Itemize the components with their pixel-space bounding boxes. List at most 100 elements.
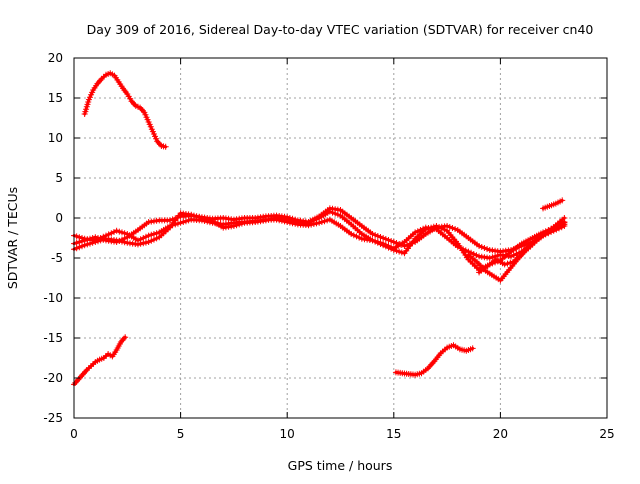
series-arc-low-left xyxy=(71,334,129,388)
data-point xyxy=(118,238,125,245)
data-point xyxy=(94,238,101,245)
data-point xyxy=(326,208,333,215)
x-tick-label: 5 xyxy=(177,427,185,441)
series-band-3 xyxy=(71,208,568,273)
data-point xyxy=(201,215,208,222)
data-point xyxy=(318,219,325,225)
data-point xyxy=(166,217,173,224)
data-point xyxy=(334,211,341,218)
data-point xyxy=(484,246,491,252)
data-point xyxy=(118,229,125,236)
data-point xyxy=(73,233,80,240)
data-point xyxy=(116,238,123,244)
data-point xyxy=(238,220,245,227)
data-point xyxy=(121,230,128,237)
data-point xyxy=(414,228,421,235)
data-point xyxy=(233,222,240,229)
data-point xyxy=(313,216,320,223)
data-point xyxy=(153,235,160,242)
data-point xyxy=(353,233,360,240)
data-point xyxy=(140,235,147,241)
data-point xyxy=(478,244,485,250)
series-arc-high xyxy=(81,70,169,150)
data-point xyxy=(289,217,296,224)
data-point xyxy=(377,234,384,240)
data-point xyxy=(268,216,275,223)
data-point xyxy=(174,220,181,227)
data-point xyxy=(422,226,429,233)
data-point xyxy=(84,241,91,248)
x-tick-label: 20 xyxy=(493,427,508,441)
data-point xyxy=(97,237,104,244)
data-point xyxy=(513,251,520,257)
data-point xyxy=(89,239,96,246)
x-axis-title: GPS time / hours xyxy=(288,458,393,473)
data-point xyxy=(286,217,293,224)
data-point xyxy=(310,217,317,224)
data-point xyxy=(270,215,277,222)
data-point xyxy=(76,234,83,241)
y-tick-label: -25 xyxy=(43,411,63,425)
data-point xyxy=(398,249,405,256)
data-point xyxy=(372,232,379,238)
data-point xyxy=(561,219,568,226)
series-band-5 xyxy=(465,219,568,284)
series-band-1 xyxy=(71,205,568,255)
data-point xyxy=(148,231,155,238)
data-point xyxy=(385,244,392,251)
data-point xyxy=(486,255,493,261)
data-point xyxy=(198,215,205,221)
data-point xyxy=(204,216,211,223)
data-point xyxy=(73,239,80,246)
data-point xyxy=(382,236,389,242)
x-tick-label: 25 xyxy=(599,427,614,441)
tick-layer xyxy=(73,57,608,419)
data-point xyxy=(145,239,152,245)
data-point xyxy=(230,223,237,229)
data-point xyxy=(473,252,480,259)
data-point xyxy=(122,334,129,341)
data-point xyxy=(182,218,189,225)
data-point xyxy=(369,231,376,237)
series-layer xyxy=(71,70,568,388)
data-point xyxy=(305,219,312,226)
data-point xyxy=(559,197,566,204)
data-point xyxy=(265,216,272,223)
x-tick-label: 10 xyxy=(280,427,295,441)
y-tick-label: -5 xyxy=(51,251,63,265)
data-point xyxy=(441,226,448,233)
data-point xyxy=(110,229,117,235)
y-axis-title: SDTVAR / TECUs xyxy=(5,187,20,289)
data-point xyxy=(449,225,456,231)
data-point xyxy=(86,240,93,247)
data-point xyxy=(332,210,339,217)
data-point xyxy=(177,219,184,226)
data-point xyxy=(492,253,499,260)
data-point xyxy=(78,243,85,250)
data-point xyxy=(116,228,123,235)
data-point xyxy=(121,239,128,246)
data-point xyxy=(73,245,80,252)
data-point xyxy=(188,211,195,218)
data-point xyxy=(137,240,144,247)
data-point xyxy=(436,224,443,231)
data-point xyxy=(329,209,336,216)
data-point xyxy=(206,217,213,224)
data-point xyxy=(321,218,328,225)
y-tick-label: 0 xyxy=(55,211,63,225)
data-point xyxy=(438,225,445,232)
y-tick-label: 20 xyxy=(48,51,63,65)
label-layer: 0 5 10 15 20 25 -25 -20 -15 -10 -5 0 5 10 15 20 xyxy=(43,51,614,441)
data-point xyxy=(292,218,299,225)
data-point xyxy=(196,214,203,221)
data-point xyxy=(494,252,501,259)
data-point xyxy=(382,243,389,250)
data-point xyxy=(180,219,187,225)
data-point xyxy=(81,242,88,249)
data-point xyxy=(350,232,357,239)
y-tick-label: 15 xyxy=(48,91,63,105)
data-point xyxy=(412,229,419,236)
data-point xyxy=(469,345,476,352)
